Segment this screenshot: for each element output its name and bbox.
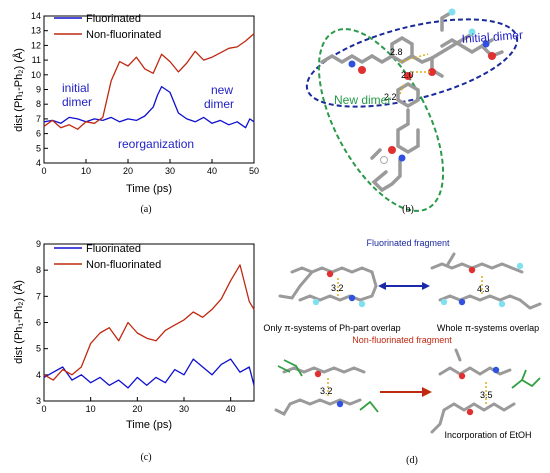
y-tick-label: 4 bbox=[36, 370, 41, 380]
series-line-nonfluorinated bbox=[43, 33, 255, 130]
y-axis-title: dist (Ph₁-Ph₂) (Å) bbox=[12, 280, 25, 364]
tick-group: 0 10 20 30 40 3 4 5 6 7 8 9 bbox=[36, 239, 236, 414]
panel-label-d: (d) bbox=[406, 455, 418, 466]
atom bbox=[466, 408, 474, 416]
x-axis-title: Time (ps) bbox=[126, 419, 172, 431]
x-tick-label: 30 bbox=[179, 404, 189, 414]
distance-label-d2: 4.3 bbox=[477, 284, 490, 294]
atom bbox=[458, 298, 466, 306]
non-fluorinated-fragment-label: Non-fluorinated fragment bbox=[352, 335, 452, 345]
series-line-fluorinated bbox=[43, 85, 255, 129]
legend-label-fluorinated: Fluorinated bbox=[86, 243, 141, 255]
y-tick-label: 5 bbox=[36, 344, 41, 354]
y-axis-title: dist (Ph₁-Ph₂) (Å) bbox=[12, 48, 25, 132]
x-tick-label: 40 bbox=[207, 166, 217, 176]
annotation-reorganization: reorganization bbox=[118, 137, 194, 151]
right-arrow-icon bbox=[380, 387, 432, 397]
atom bbox=[348, 294, 356, 302]
atom bbox=[468, 266, 476, 274]
panel-label-a: (a) bbox=[140, 204, 151, 215]
x-tick-label: 0 bbox=[41, 166, 46, 176]
x-tick-label: 20 bbox=[132, 404, 142, 414]
x-tick-label: 50 bbox=[249, 166, 259, 176]
y-tick-label: 12 bbox=[31, 40, 41, 50]
annotation-dimer-1: dimer bbox=[62, 95, 92, 109]
distance-label-2: 2.0 bbox=[401, 70, 414, 80]
initial-dimer-ellipse bbox=[305, 18, 519, 108]
y-tick-label: 8 bbox=[36, 265, 41, 275]
chart-c: 0 10 20 30 40 3 4 5 6 7 8 9 Fluorinated Non-fluorin… bbox=[12, 239, 255, 463]
atom bbox=[358, 300, 366, 308]
fluorinated-fragment-label: Fluorinated fragment bbox=[366, 238, 450, 248]
x-tick-label: 10 bbox=[81, 166, 91, 176]
distance-label-d3: 3.2 bbox=[320, 386, 333, 396]
atom bbox=[440, 298, 448, 306]
y-tick-label: 9 bbox=[36, 239, 41, 249]
y-tick-label: 11 bbox=[32, 55, 41, 65]
distance-label-d1: 3.2 bbox=[331, 283, 344, 293]
atom bbox=[458, 372, 466, 380]
x-tick-label: 40 bbox=[226, 404, 236, 414]
x-tick-label: 20 bbox=[123, 166, 133, 176]
legend-label-nonfluorinated: Non-fluorinated bbox=[86, 259, 161, 271]
atom bbox=[492, 366, 500, 374]
panel-d-fragments: Fluorinated fragment 3.2 bbox=[263, 238, 542, 466]
atom bbox=[336, 400, 344, 408]
legend-label-nonfluorinated: Non-fluorinated bbox=[86, 29, 161, 41]
x-tick-label: 10 bbox=[86, 404, 96, 414]
molecule-bottom-right bbox=[430, 348, 516, 434]
double-arrow-icon bbox=[378, 282, 430, 290]
y-tick-label: 9 bbox=[36, 85, 41, 95]
molecule-top-right bbox=[430, 252, 542, 310]
annotation-dimer-2: dimer bbox=[204, 97, 234, 111]
distance-label-1: 2.8 bbox=[390, 47, 403, 57]
y-tick-label: 14 bbox=[31, 11, 41, 21]
hbond-lines bbox=[399, 53, 430, 95]
annotation-new: new bbox=[211, 83, 233, 97]
etoh-sticks bbox=[511, 369, 541, 389]
x-axis-title: Time (ps) bbox=[126, 183, 172, 195]
distance-label-3: 2.2 bbox=[384, 92, 397, 102]
x-tick-label: 30 bbox=[165, 166, 175, 176]
panel-label-c: (c) bbox=[140, 452, 151, 463]
distance-label-d4: 3.5 bbox=[480, 390, 493, 400]
etoh-sticks bbox=[277, 359, 379, 413]
new-dimer-label: New dimer bbox=[334, 93, 391, 107]
incorporation-label: Incorporation of EtOH bbox=[444, 430, 531, 440]
x-tick-label: 0 bbox=[41, 404, 46, 414]
caption-right: Whole π-systems overlap bbox=[437, 323, 539, 333]
atom bbox=[314, 370, 322, 378]
series-line-nonfluorinated bbox=[43, 264, 255, 381]
molecule-atoms bbox=[348, 8, 496, 164]
y-tick-label: 4 bbox=[36, 158, 41, 168]
y-tick-label: 6 bbox=[36, 318, 41, 328]
atom bbox=[312, 298, 320, 306]
y-tick-label: 13 bbox=[31, 26, 41, 36]
caption-left: Only π-systems of Ph-part overlap bbox=[263, 323, 400, 333]
series-group bbox=[43, 264, 255, 389]
y-tick-label: 7 bbox=[36, 114, 41, 124]
y-tick-label: 6 bbox=[36, 129, 41, 139]
legend-label-fluorinated: Fluorinated bbox=[86, 13, 141, 25]
tick-group: 0 10 20 30 40 50 4 5 6 7 8 9 10 11 12 13 14 bbox=[31, 11, 259, 176]
series-group bbox=[43, 33, 255, 130]
panel-label-b: (b) bbox=[402, 204, 414, 215]
y-tick-label: 3 bbox=[36, 396, 41, 406]
y-tick-label: 5 bbox=[36, 143, 41, 153]
annotation-initial: initial bbox=[62, 81, 89, 95]
y-tick-label: 7 bbox=[36, 291, 41, 301]
new-dimer-ellipse bbox=[317, 28, 445, 212]
series-line-fluorinated bbox=[43, 358, 255, 389]
y-tick-label: 10 bbox=[31, 70, 41, 80]
atom bbox=[498, 300, 506, 308]
panel-b-molecular-dimer: 2.8 2.0 2.2 Initial dimer New dimer (b) bbox=[305, 8, 523, 215]
initial-dimer-label: Initial dimer bbox=[461, 28, 523, 46]
atom bbox=[516, 262, 524, 270]
atom bbox=[326, 270, 334, 278]
y-tick-label: 8 bbox=[36, 99, 41, 109]
